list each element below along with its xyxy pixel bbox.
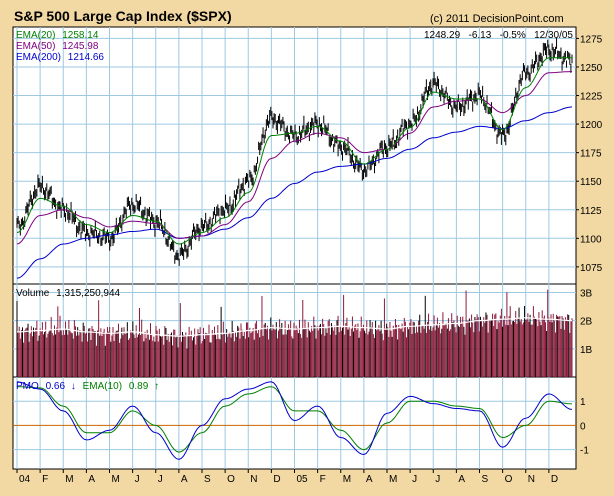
ticks-layer: 04 F M A M J J A S O N D 05 F M A M J J A S O N D12751250122512…	[16, 34, 603, 485]
price-y-tick-label: 1250	[580, 63, 603, 74]
x-tick-label: S	[482, 474, 489, 485]
x-tick-label: F	[320, 474, 326, 485]
legend-ema50-value: 1245.98	[62, 41, 99, 52]
pmo-ema-value: 0.89	[129, 381, 149, 392]
x-tick-label: A	[88, 474, 95, 485]
x-tick-label: J	[412, 474, 417, 485]
volume-y-tick-label: 3B	[580, 288, 593, 299]
price-y-tick-label: 1275	[580, 34, 603, 45]
pmo-label: PMO	[16, 381, 39, 392]
legend-ema200-label: EMA(200)	[16, 52, 61, 63]
price-y-tick-label: 1075	[580, 263, 603, 274]
x-tick-label: M	[343, 474, 351, 485]
ema20-line	[16, 57, 572, 245]
x-tick-label: A	[458, 474, 465, 485]
pmo-y-tick-label: -1	[580, 446, 589, 457]
legend-ema200-value: 1214.66	[68, 52, 105, 63]
legend-ema50-label: EMA(50)	[16, 41, 55, 52]
legend-ema200: EMA(200) 1214.66	[16, 52, 104, 63]
legend-ema50: EMA(50) 1245.98	[16, 41, 99, 52]
price-y-tick-label: 1100	[580, 234, 602, 245]
x-tick-label: D	[551, 474, 558, 485]
price-y-tick-label: 1150	[580, 177, 602, 188]
x-tick-label: D	[273, 474, 280, 485]
pmo-ema-label: EMA(10)	[83, 381, 122, 392]
price-y-tick-label: 1225	[580, 92, 603, 103]
x-tick-label: 05	[297, 474, 309, 485]
pmo-down-arrow-icon: ↓	[71, 381, 76, 392]
pmo-y-tick-label: 0	[580, 421, 586, 432]
x-tick-label: M	[389, 474, 397, 485]
legend-ema20-label: EMA(20)	[16, 30, 55, 41]
x-tick-label: J	[135, 474, 140, 485]
x-tick-label: N	[250, 474, 257, 485]
volume-average-line	[17, 317, 572, 337]
price-lines	[16, 37, 573, 279]
x-tick-label: M	[65, 474, 73, 485]
legend-ema20-value: 1258.14	[62, 30, 99, 41]
x-tick-label: F	[42, 474, 48, 485]
x-tick-label: 04	[19, 474, 31, 485]
pmo-ema-up-arrow-icon: ↑	[154, 381, 159, 392]
price-y-tick-label: 1175	[580, 149, 602, 160]
x-tick-label: S	[204, 474, 211, 485]
price-y-tick-label: 1125	[580, 206, 602, 217]
copyright-text: (c) 2011 DecisionPoint.com	[430, 13, 564, 25]
pmo-value: 0.66	[46, 381, 66, 392]
volume-y-tick-label: 2B	[580, 317, 593, 328]
volume-legend: Volume 1,315,250,944	[16, 288, 121, 299]
price-quote: 1248.29 -6.13 -0.5% 12/30/05	[424, 30, 573, 41]
pmo-y-tick-label: 1	[580, 397, 586, 408]
x-tick-label: O	[227, 474, 235, 485]
x-tick-label: O	[505, 474, 513, 485]
pmo-legend: PMO 0.66 ↓ EMA(10) 0.89 ↑	[16, 381, 159, 392]
legend-ema20: EMA(20) 1258.14	[16, 30, 99, 41]
volume-y-tick-label: 1B	[580, 345, 593, 356]
volume-bars	[16, 289, 573, 377]
pmo-ema10-line	[17, 386, 573, 453]
x-tick-label: J	[158, 474, 163, 485]
ema200-line	[16, 106, 573, 279]
x-tick-label: N	[528, 474, 535, 485]
pmo-lines	[16, 381, 573, 460]
chart-title: S&P 500 Large Cap Index ($SPX)	[14, 8, 232, 24]
volume-value: 1,315,250,944	[56, 288, 120, 299]
x-tick-label: A	[366, 474, 373, 485]
volume-label: Volume	[16, 288, 50, 299]
pmo-line	[16, 381, 573, 460]
x-tick-label: M	[112, 474, 120, 485]
x-tick-label: J	[435, 474, 440, 485]
price-y-tick-label: 1200	[580, 120, 603, 131]
x-tick-label: A	[181, 474, 188, 485]
